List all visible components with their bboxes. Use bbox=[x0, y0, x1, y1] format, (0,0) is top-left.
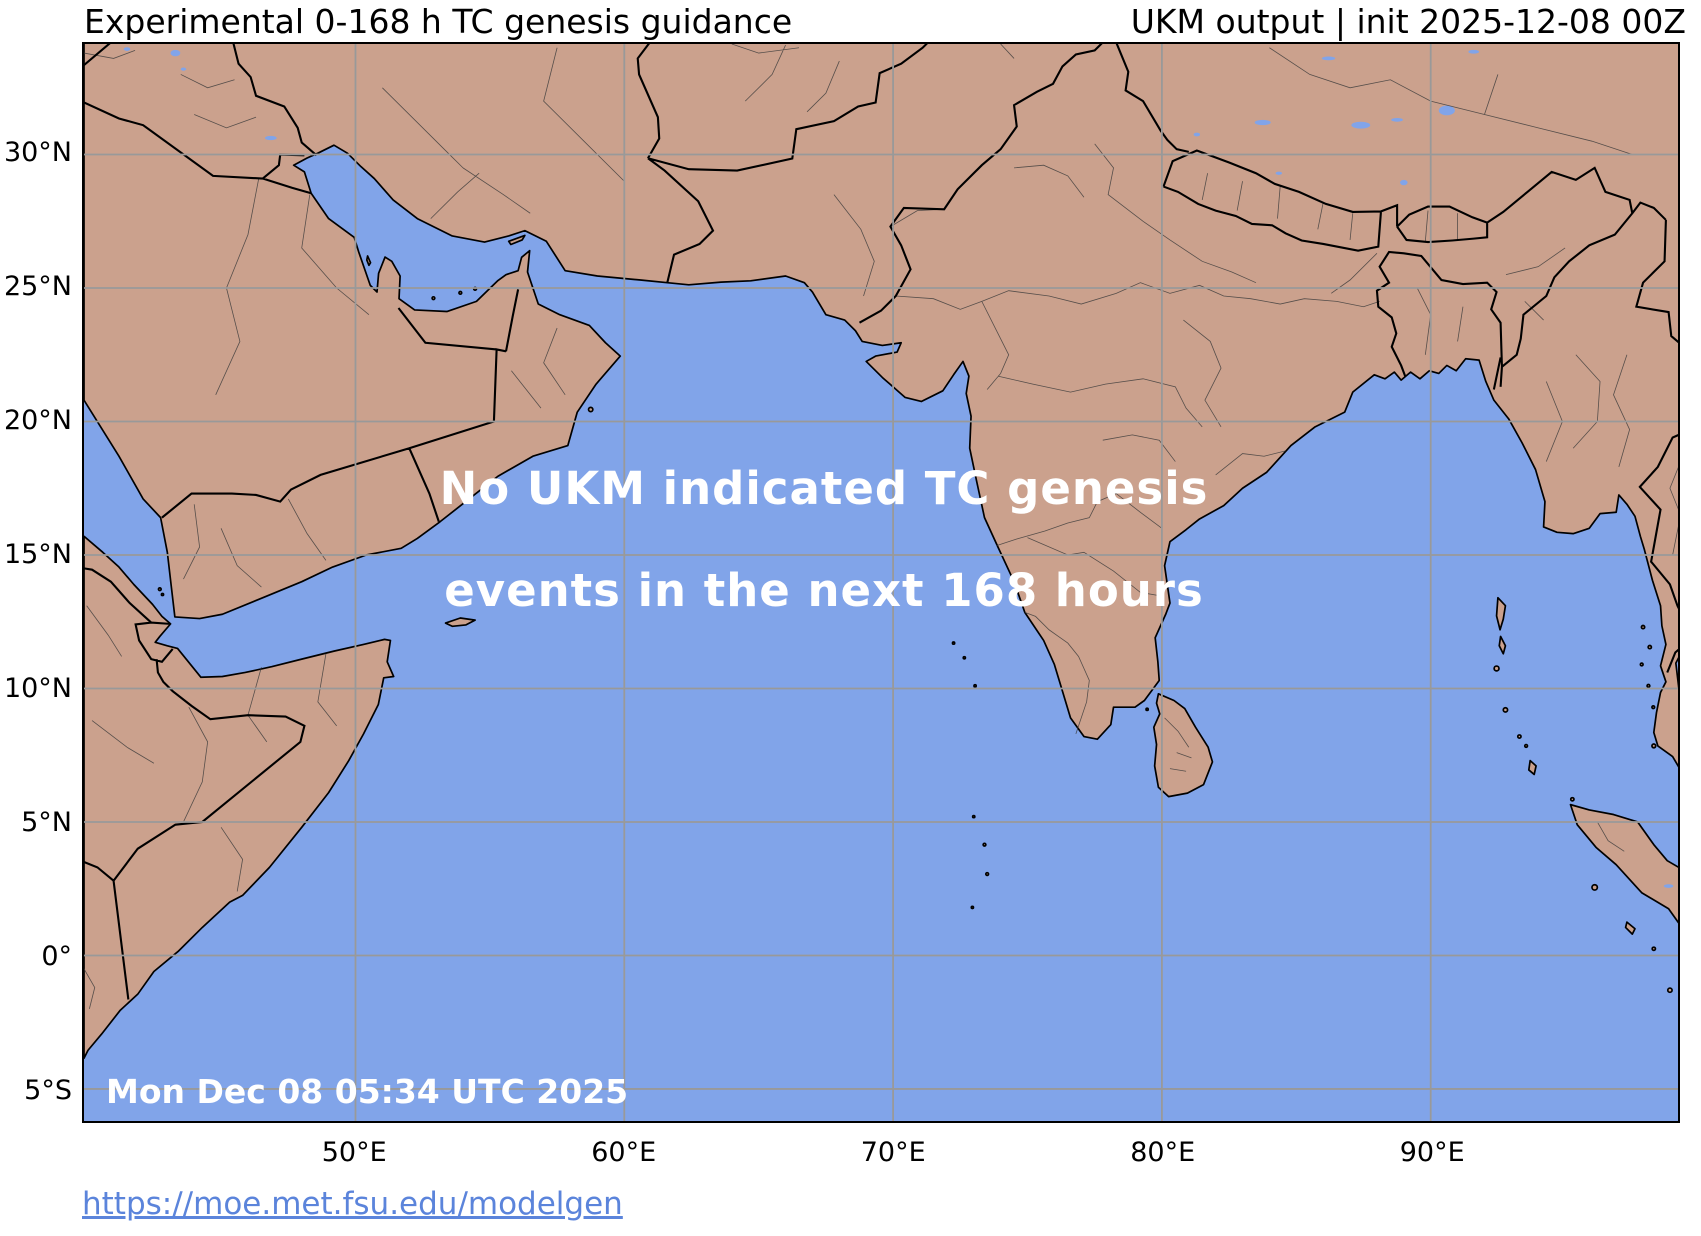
lon-tick-label: 80°E bbox=[1130, 1137, 1196, 1168]
map-timestamp: Mon Dec 08 05:34 UTC 2025 bbox=[106, 1072, 629, 1111]
land-sri-lanka bbox=[1154, 694, 1213, 797]
lon-tick-label: 90°E bbox=[1399, 1137, 1465, 1168]
lakes bbox=[123, 47, 1674, 888]
island-great-nicobar bbox=[1529, 761, 1536, 775]
lon-tick-label: 60°E bbox=[591, 1137, 657, 1168]
source-url-link[interactable]: https://moe.met.fsu.edu/modelgen bbox=[82, 1186, 623, 1222]
lat-tick-label: 30°N bbox=[3, 136, 72, 168]
island-andaman-south bbox=[1499, 636, 1505, 653]
island-andaman-north bbox=[1497, 598, 1506, 630]
lat-tick-label: 25°N bbox=[3, 270, 72, 302]
lat-tick-label: 15°N bbox=[3, 538, 72, 570]
no-genesis-message-line1: No UKM indicated TC genesis bbox=[439, 462, 1209, 515]
island-socotra bbox=[446, 618, 476, 626]
lat-tick-label: 5°S bbox=[24, 1074, 72, 1106]
lat-tick-label: 0° bbox=[41, 940, 72, 972]
island-bahrain bbox=[367, 256, 371, 265]
land-sumatra bbox=[1570, 805, 1678, 945]
lon-tick-label: 70°E bbox=[860, 1137, 926, 1168]
country-borders bbox=[84, 44, 1678, 1000]
basemap-svg bbox=[84, 44, 1678, 1121]
land-africa bbox=[84, 536, 394, 1058]
map-canvas: No UKM indicated TC genesis events in th… bbox=[82, 42, 1680, 1123]
lat-tick-label: 20°N bbox=[3, 404, 72, 436]
island-qeshm bbox=[509, 235, 525, 244]
lat-tick-label: 5°N bbox=[21, 806, 72, 838]
no-genesis-message-line2: events in the next 168 hours bbox=[444, 564, 1204, 617]
lat-tick-label: 10°N bbox=[3, 672, 72, 704]
gridlines bbox=[84, 44, 1678, 1121]
figure-title: Experimental 0-168 h TC genesis guidance bbox=[84, 2, 793, 41]
island-nias bbox=[1626, 922, 1635, 934]
lon-tick-label: 50°E bbox=[321, 1137, 387, 1168]
model-init-title: UKM output | init 2025-12-08 00Z bbox=[1130, 2, 1686, 41]
land-eurasia bbox=[84, 44, 1678, 777]
